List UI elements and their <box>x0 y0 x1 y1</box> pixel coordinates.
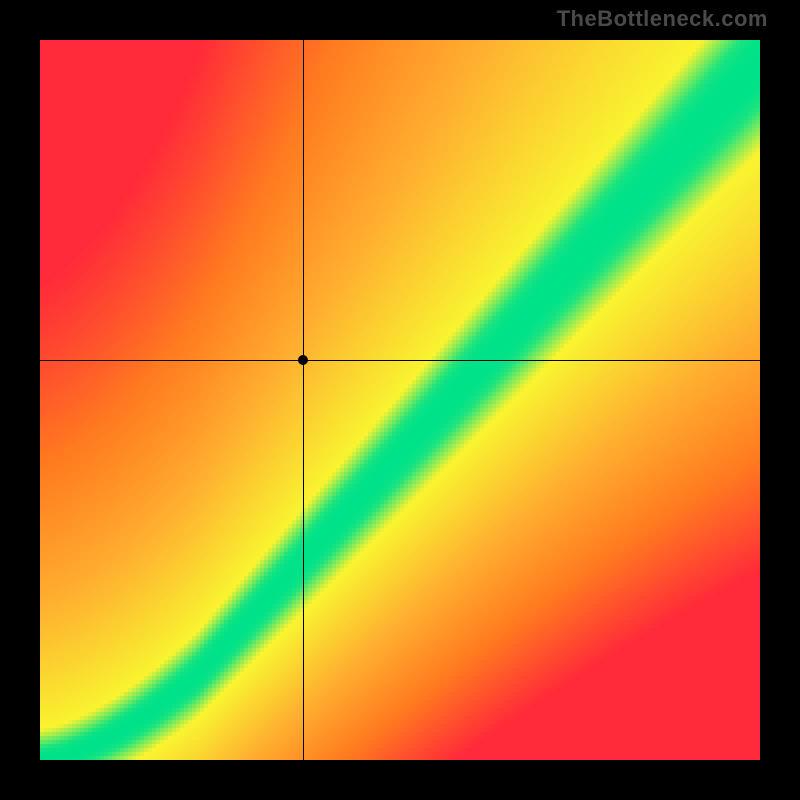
bottleneck-heatmap <box>40 40 760 760</box>
heatmap-canvas <box>40 40 760 760</box>
crosshair-marker-dot <box>298 355 308 365</box>
crosshair-horizontal <box>40 360 760 361</box>
watermark-text: TheBottleneck.com <box>557 6 768 32</box>
crosshair-vertical <box>303 40 304 760</box>
